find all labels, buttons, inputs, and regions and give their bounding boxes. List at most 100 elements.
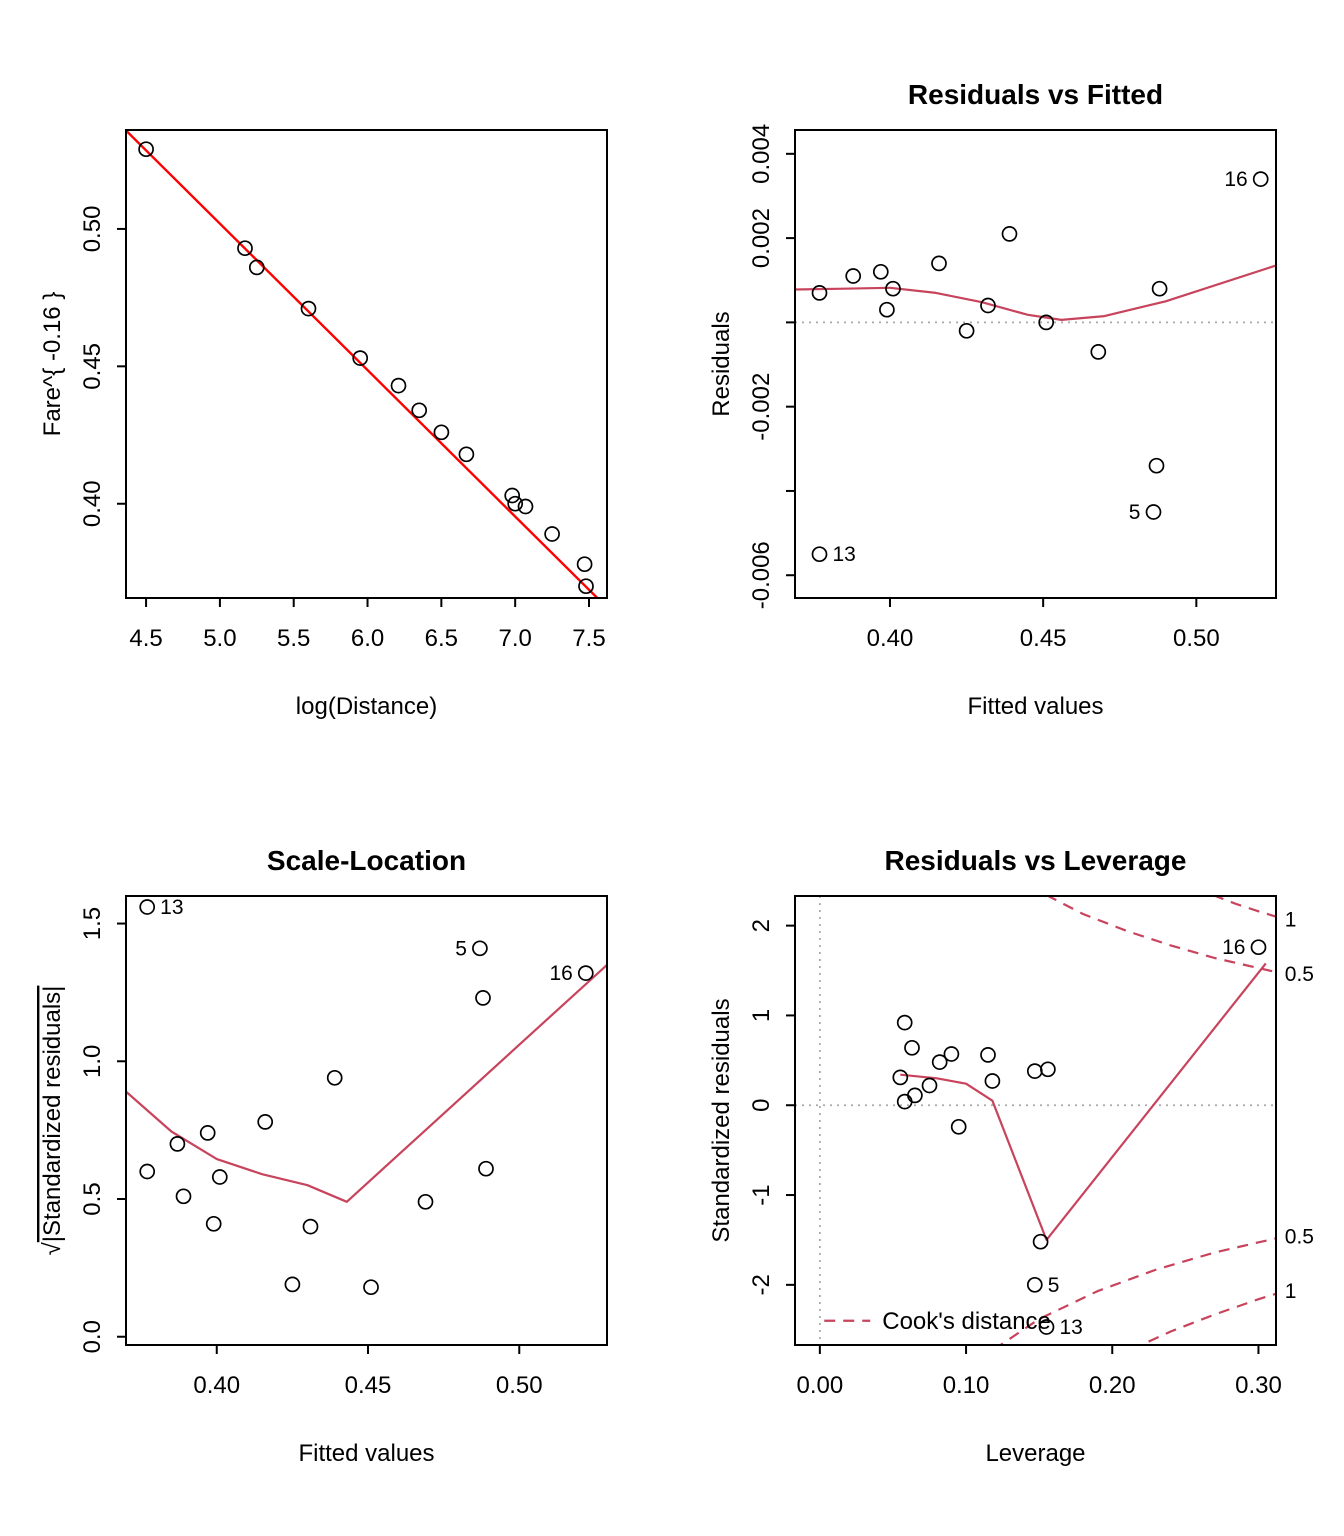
- x-tick-label: 5.0: [203, 625, 236, 652]
- y-tick-label: 0.004: [748, 124, 775, 184]
- plot-box: [794, 129, 1277, 599]
- data-point: [904, 1039, 920, 1056]
- y-tick-label: 0.5: [79, 1182, 106, 1215]
- x-tick-label: 0.50: [1173, 625, 1220, 652]
- y-tick-label: 0.40: [79, 480, 106, 527]
- x-axis-label: log(Distance): [296, 693, 437, 720]
- legend-label: Cook's distance: [882, 1308, 1051, 1335]
- point-label: 13: [833, 543, 856, 566]
- cooks-contour-1-upper: [1212, 896, 1276, 918]
- y-tick-label: 0.45: [79, 343, 106, 390]
- cooks-contour-05-lower: [998, 1237, 1276, 1345]
- data-points: [811, 171, 1269, 563]
- plot-title: Scale-Location: [267, 845, 466, 876]
- data-point: [1038, 1319, 1055, 1335]
- data-point: [577, 965, 594, 981]
- plot-box: [125, 129, 608, 599]
- data-point: [885, 280, 901, 297]
- data-point: [205, 1215, 222, 1232]
- data-point: [1250, 939, 1267, 956]
- scale-location-plot: 13 5 16 0.40 0.45 0.50 0.0 0.5 1.0 1.5 Scale-Locat…: [0, 768, 672, 1536]
- data-point: [472, 940, 488, 957]
- y-tick-label: -1: [748, 1184, 775, 1205]
- x-tick-label: 0.40: [193, 1372, 240, 1399]
- data-point: [1252, 171, 1269, 187]
- ols-fit-line: [126, 130, 600, 598]
- data-point: [352, 350, 369, 366]
- data-point: [943, 1046, 960, 1062]
- y-tick-label: 0.0: [79, 1320, 106, 1353]
- plot-area: [795, 171, 1276, 563]
- contour-label: 0.5: [1285, 1225, 1314, 1248]
- data-point: [169, 1136, 186, 1152]
- data-point: [139, 899, 156, 915]
- data-points: [138, 141, 594, 595]
- x-tick-label: 7.0: [498, 625, 531, 652]
- data-point: [478, 1160, 494, 1177]
- data-point: [811, 546, 828, 563]
- data-point: [1145, 504, 1162, 520]
- leverage-smoother: [900, 962, 1267, 1241]
- x-axis-label: Fitted values: [967, 693, 1103, 720]
- data-point: [879, 301, 895, 318]
- x-tick-label: 0.50: [496, 1372, 543, 1399]
- y-tick-label: 2: [748, 919, 775, 932]
- data-point: [576, 556, 593, 573]
- data-points: [139, 899, 594, 1296]
- data-point: [211, 1169, 228, 1185]
- data-point: [950, 1118, 967, 1135]
- y-tick-label: 1: [748, 1009, 775, 1022]
- contour-label: 1: [1285, 908, 1297, 931]
- data-point: [578, 578, 594, 595]
- y-tick-label: 1.5: [79, 907, 106, 940]
- data-point: [544, 526, 560, 542]
- data-point: [284, 1276, 301, 1293]
- data-point: [1038, 314, 1055, 331]
- x-tick-label: 0.00: [796, 1372, 843, 1399]
- data-point: [326, 1069, 343, 1086]
- data-point: [417, 1193, 434, 1210]
- x-tick-label: 7.5: [572, 625, 605, 652]
- x-axis-label: Leverage: [985, 1440, 1085, 1467]
- data-point: [139, 1163, 156, 1180]
- data-point: [1151, 280, 1168, 297]
- scale-smoother: [126, 964, 607, 1203]
- cooks-contour-05-upper: [1045, 896, 1276, 974]
- data-point: [984, 1073, 1001, 1089]
- data-point: [138, 141, 154, 158]
- x-tick-label: 6.0: [351, 625, 384, 652]
- data-point: [300, 300, 317, 317]
- cooks-distance-legend: Cook's distance: [824, 1308, 1051, 1335]
- contour-label: 1: [1285, 1280, 1297, 1303]
- data-points: [892, 939, 1267, 1335]
- plot-area: [126, 899, 607, 1296]
- contour-label: 0.5: [1285, 963, 1314, 986]
- x-axis-label: Fitted values: [298, 1440, 434, 1467]
- y-axis-label: Standardized residuals: [708, 998, 735, 1242]
- data-point: [504, 487, 521, 504]
- data-point: [248, 259, 265, 276]
- point-label: 16: [1222, 936, 1245, 959]
- data-point: [1026, 1063, 1043, 1079]
- data-point: [931, 255, 947, 272]
- plot-title: Residuals vs Fitted: [908, 79, 1163, 110]
- x-tick-label: 6.5: [425, 625, 458, 652]
- data-point: [507, 495, 524, 512]
- data-point: [980, 297, 996, 314]
- data-point: [363, 1279, 379, 1296]
- data-point: [458, 446, 475, 463]
- y-tick-label: 0.002: [748, 208, 775, 268]
- y-tick-label: -0.002: [748, 373, 775, 441]
- data-point: [1026, 1276, 1043, 1293]
- x-axis: 4.5 5.0 5.5 6.0 6.5 7.0 7.5: [129, 598, 606, 652]
- data-point: [1032, 1233, 1049, 1250]
- y-tick-label: -0.006: [748, 541, 775, 609]
- x-tick-label: 5.5: [277, 625, 310, 652]
- data-point: [896, 1093, 913, 1110]
- point-label: 5: [1129, 501, 1141, 524]
- x-axis: 0.40 0.45 0.50: [193, 1345, 543, 1399]
- plot-box: [125, 895, 608, 1346]
- plot-title: Residuals vs Leverage: [885, 845, 1187, 876]
- x-tick-label: 0.10: [943, 1372, 990, 1399]
- data-point: [175, 1188, 192, 1205]
